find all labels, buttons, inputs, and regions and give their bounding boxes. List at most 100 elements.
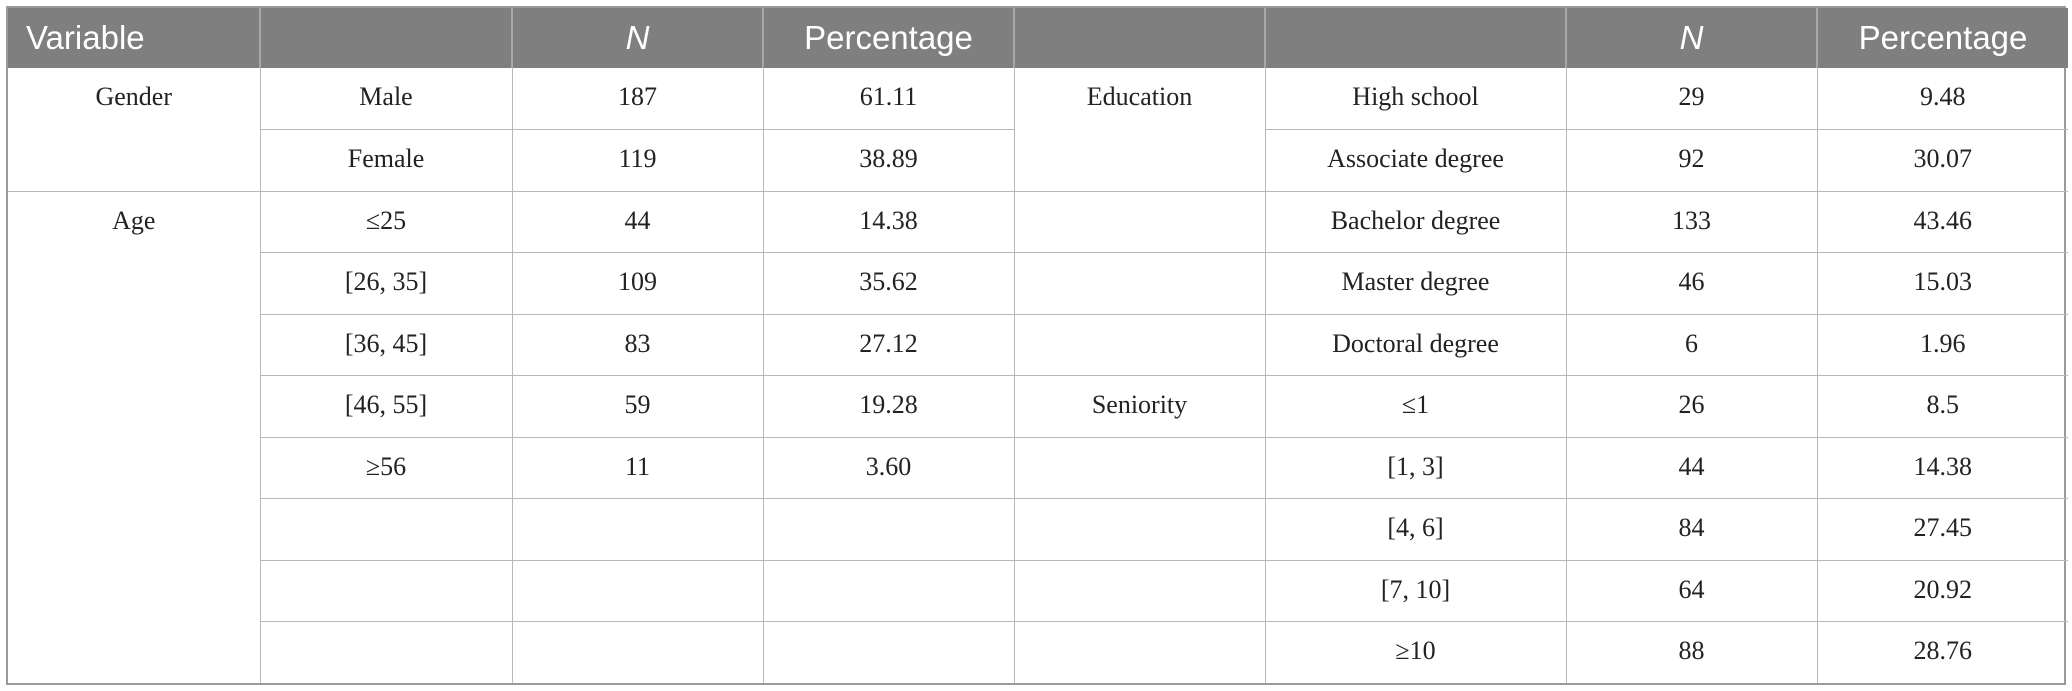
variable-cell [8, 252, 261, 314]
variable-cell-2 [1014, 314, 1266, 376]
header-n-1: N [512, 8, 764, 68]
category-cell: Female [260, 129, 513, 192]
header-category-1 [260, 8, 513, 68]
n-cell: 187 [512, 68, 764, 130]
category-cell [260, 498, 513, 561]
table-row: [7, 10] 64 20.92 [8, 560, 2068, 622]
percentage-cell-2: 28.76 [1913, 636, 1973, 665]
table-row: [26, 35] 109 35.62 Master degree 46 15.0… [8, 252, 2068, 315]
percentage-cell [763, 560, 1015, 622]
n-cell-2: 29 [1566, 68, 1818, 130]
n-cell: 11 [512, 437, 764, 499]
category-cell: ≤25 [260, 191, 513, 253]
n-cell-2: 6 [1566, 314, 1818, 376]
percentage-cell: 38.89 [763, 129, 1015, 192]
n-cell-2: 92 [1566, 129, 1818, 192]
table-header-row: Variable N Percentage N Percentage [8, 8, 2068, 68]
percentage-cell [763, 621, 1015, 683]
percentage-cell: 27.12 [763, 314, 1015, 376]
n-cell: 119 [512, 129, 764, 192]
header-percentage-2: Percentage [1858, 19, 2028, 56]
variable-cell [8, 129, 261, 192]
n-cell-2: 84 [1566, 498, 1818, 561]
n-cell-2: 44 [1566, 437, 1818, 499]
variable-cell [8, 314, 261, 376]
percentage-cell-2: 1.96 [1817, 314, 2068, 376]
table-row: Gender Male 187 61.11 Education High sch… [8, 68, 2068, 130]
n-cell-2: 46 [1566, 252, 1818, 315]
percentage-cell-2: 27.45 [1817, 498, 2068, 561]
category-cell-2: [4, 6] [1265, 498, 1567, 561]
category-cell-2: ≥10 [1265, 621, 1567, 683]
n-cell [512, 498, 764, 561]
percentage-cell: 35.62 [763, 252, 1015, 315]
variable-cell [8, 498, 261, 560]
n-cell: 44 [512, 191, 764, 253]
percentage-cell [763, 498, 1015, 561]
n-cell-2: 64 [1566, 560, 1818, 622]
variable-cell: Age [8, 191, 261, 253]
header-n-2: N [1566, 8, 1818, 68]
variable-cell [8, 560, 261, 622]
percentage-cell: 61.11 [763, 68, 1015, 130]
category-cell-2: Doctoral degree [1265, 314, 1567, 376]
category-cell-2: Bachelor degree [1265, 191, 1567, 253]
percentage-cell-2: 14.38 [1817, 437, 2068, 499]
percentage-cell-2: 8.5 [1817, 375, 2068, 438]
category-cell: Male [260, 68, 513, 130]
percentage-cell-2: 30.07 [1817, 129, 2068, 192]
percentage-cell: 14.38 [763, 191, 1015, 253]
header-category-2 [1265, 8, 1567, 68]
category-cell-2: [1, 3] [1265, 437, 1567, 499]
table-row: ≥56 11 3.60 [1, 3] 44 14.38 [8, 437, 2068, 499]
table-row: [4, 6] 84 27.45 [8, 498, 2068, 561]
category-cell-2: Master degree [1265, 252, 1567, 315]
category-cell-2: High school [1265, 68, 1567, 130]
percentage-cell-2: 20.92 [1817, 560, 2068, 622]
variable-cell [8, 621, 261, 683]
n-cell-2: 133 [1566, 191, 1818, 253]
variable-cell-2 [1014, 191, 1266, 253]
n-cell [512, 621, 764, 683]
category-cell [260, 621, 513, 683]
category-cell: [36, 45] [260, 314, 513, 376]
demographics-table: Variable N Percentage N Percentage Gende… [8, 8, 2068, 683]
variable-cell-2: Education [1014, 68, 1266, 130]
table-row: [46, 55] 59 19.28 Seniority ≤1 26 8.5 [8, 375, 2068, 438]
n-cell: 59 [512, 375, 764, 438]
percentage-cell-2: 15.03 [1817, 252, 2068, 315]
category-cell-2: [7, 10] [1265, 560, 1567, 622]
variable-cell [8, 437, 261, 499]
variable-cell [8, 375, 261, 437]
variable-cell-2 [1014, 621, 1266, 683]
table-row: Age ≤25 44 14.38 Bachelor degree 133 43.… [8, 191, 2068, 253]
n-cell-2: 88 [1566, 621, 1818, 683]
variable-cell-2 [1014, 129, 1266, 192]
variable-cell-2 [1014, 498, 1266, 561]
percentage-cell: 19.28 [763, 375, 1015, 438]
header-variable-2 [1014, 8, 1266, 68]
category-cell-2: ≤1 [1265, 375, 1567, 438]
table-row: Female 119 38.89 Associate degree 92 30.… [8, 129, 2068, 192]
n-cell [512, 560, 764, 622]
variable-cell-2: Seniority [1014, 375, 1266, 438]
n-cell: 83 [512, 314, 764, 376]
n-cell: 109 [512, 252, 764, 315]
category-cell [260, 560, 513, 622]
demographics-table-container: Variable N Percentage N Percentage Gende… [6, 6, 2068, 685]
percentage-cell-2: 9.48 [1817, 68, 2068, 130]
category-cell: ≥56 [260, 437, 513, 499]
header-percentage-1: Percentage [763, 8, 1015, 68]
percentage-cell-2: 43.46 [1817, 191, 2068, 253]
percentage-cell: 3.60 [763, 437, 1015, 499]
category-cell: [46, 55] [260, 375, 513, 438]
variable-cell-2 [1014, 437, 1266, 499]
variable-cell-2 [1014, 252, 1266, 315]
variable-cell: Gender [8, 68, 261, 130]
variable-cell-2 [1014, 560, 1266, 622]
table-row: [36, 45] 83 27.12 Doctoral degree 6 1.96 [8, 314, 2068, 376]
n-cell-2: 26 [1566, 375, 1818, 438]
table-row: ≥10 88 28.76 [8, 621, 2068, 683]
category-cell: [26, 35] [260, 252, 513, 315]
header-variable: Variable [8, 8, 261, 68]
